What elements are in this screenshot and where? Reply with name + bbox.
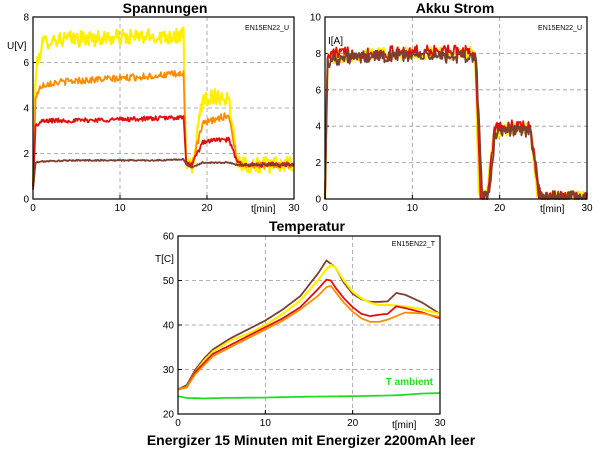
y-axis-label: I[A] xyxy=(328,36,343,47)
plot-frame xyxy=(32,16,295,200)
chart-title: Spannungen xyxy=(123,0,208,16)
x-tick-label: 20 xyxy=(494,203,506,214)
x-tick-label: 0 xyxy=(30,203,36,214)
figure-caption: Energizer 15 Minuten mit Energizer 2200m… xyxy=(147,432,476,448)
chart-title: Temperatur xyxy=(269,218,346,234)
y-tick-label: 0 xyxy=(23,195,29,206)
series-line-orange xyxy=(177,284,441,391)
x-tick-label: 10 xyxy=(114,203,126,214)
temperature-chart: Temperatur 0 10 20 30 20 30 40 50 60 T[C] t[min] EN1… xyxy=(155,218,446,431)
y-tick-label: 10 xyxy=(310,13,322,24)
x-axis-label: t[min] xyxy=(251,204,276,215)
y-tick-label: 4 xyxy=(23,104,29,115)
plot-frame xyxy=(177,235,441,415)
y-tick-label: 8 xyxy=(315,49,321,60)
plot-frame xyxy=(324,16,588,200)
y-tick-label: 2 xyxy=(23,149,29,160)
series-line-brown xyxy=(32,157,295,190)
series-line-brown xyxy=(177,259,441,391)
x-tick-label: 20 xyxy=(347,418,359,429)
y-tick-label: 20 xyxy=(163,410,175,421)
series-line-yellow xyxy=(31,26,295,184)
y-tick-label: 4 xyxy=(315,122,321,133)
x-tick-label: 10 xyxy=(407,203,419,214)
x-tick-label: 0 xyxy=(175,418,181,429)
y-tick-label: 8 xyxy=(23,13,29,24)
y-axis-label: T[C] xyxy=(155,254,174,265)
x-tick-label: 20 xyxy=(201,203,213,214)
chart-tag: EN15EN22_T xyxy=(392,241,436,248)
x-tick-label: 10 xyxy=(260,418,272,429)
x-tick-label: 0 xyxy=(322,203,328,214)
x-tick-label: 30 xyxy=(434,418,446,429)
plot-area xyxy=(325,17,587,199)
series-line-red xyxy=(32,115,295,187)
x-tick-label: 30 xyxy=(288,203,300,214)
voltage-chart: Spannungen 0 10 20 30 0 2 4 6 8 U[V] t[min] EN15EN22… xyxy=(7,0,300,215)
x-tick-label: 30 xyxy=(581,203,593,214)
y-tick-label: 40 xyxy=(163,321,175,332)
y-tick-label: 0 xyxy=(315,195,321,206)
current-chart: Akku Strom 0 10 20 30 0 2 4 6 8 10 I[A] t[min] EN15EN… xyxy=(310,0,593,215)
chart-title: Akku Strom xyxy=(416,0,495,16)
y-tick-label: 2 xyxy=(315,158,321,169)
y-tick-label: 6 xyxy=(23,58,29,69)
chart-tag: EN15EN22_U xyxy=(538,25,582,32)
ambient-label: T ambient xyxy=(386,377,434,388)
y-axis-label: U[V] xyxy=(7,41,27,52)
y-tick-label: 30 xyxy=(163,365,175,376)
x-axis-label: t[min] xyxy=(540,204,565,215)
y-tick-label: 6 xyxy=(315,85,321,96)
x-axis-label: t[min] xyxy=(392,420,417,431)
y-tick-label: 60 xyxy=(163,232,175,243)
chart-tag: EN15EN22_U xyxy=(245,25,289,32)
y-tick-label: 50 xyxy=(163,276,175,287)
series-line-green xyxy=(177,392,441,400)
series-line-red xyxy=(177,278,441,391)
